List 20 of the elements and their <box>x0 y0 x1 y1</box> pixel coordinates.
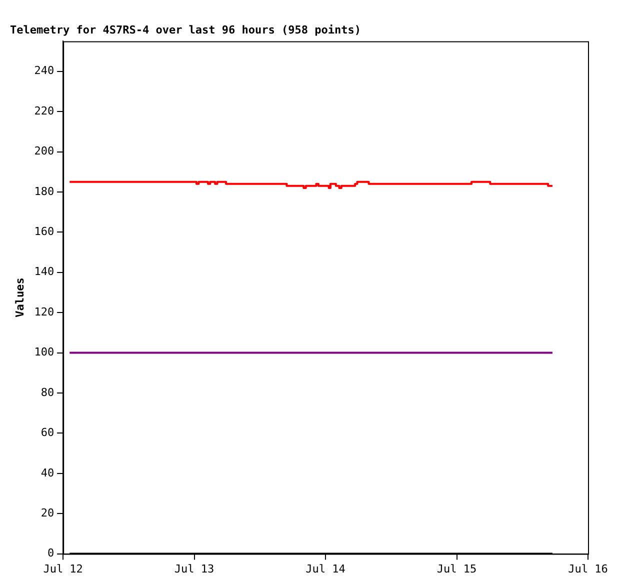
y-axis-title: Values <box>13 278 26 318</box>
x-tick-label: Jul 12 <box>43 562 83 576</box>
chart-title: Telemetry for 4S7RS-4 over last 96 hours (958 points) <box>10 23 361 36</box>
y-tick-label: 20 <box>40 506 54 520</box>
y-tick-label: 120 <box>34 305 54 318</box>
y-tick-label: 220 <box>34 104 54 118</box>
y-tick-label: 240 <box>34 64 54 78</box>
y-tick-label: 80 <box>40 386 54 399</box>
y-tick-label: 100 <box>34 346 54 359</box>
y-tick-label: 160 <box>34 225 54 238</box>
x-tick-label: Jul 15 <box>436 562 477 576</box>
x-tick-label: Jul 13 <box>174 562 214 576</box>
y-tick-label: 40 <box>40 466 54 480</box>
y-tick-label: 0 <box>47 546 54 560</box>
x-tick-label: Jul 16 <box>568 562 608 576</box>
y-tick-label: 180 <box>34 184 54 198</box>
y-tick-label: 200 <box>34 144 54 158</box>
x-tick-label: Jul 14 <box>306 562 346 576</box>
y-tick-label: 60 <box>40 426 54 440</box>
y-tick-label: 140 <box>34 265 54 278</box>
